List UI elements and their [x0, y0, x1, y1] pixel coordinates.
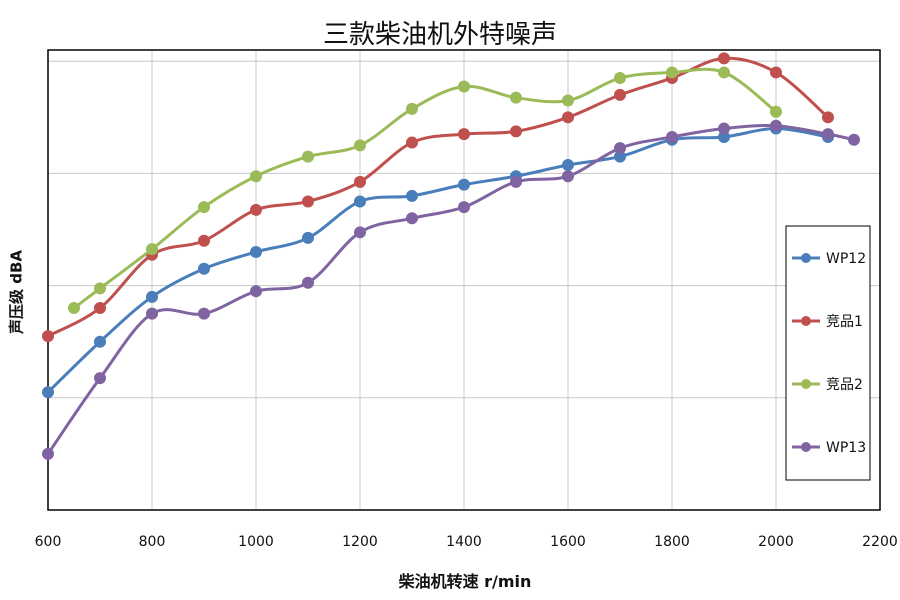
data-point: [302, 231, 314, 244]
series-line: [47, 56, 829, 338]
legend-swatch-marker: [801, 316, 811, 326]
data-point: [68, 302, 80, 315]
legend-swatch-marker: [801, 253, 811, 263]
x-tick-label: 1800: [654, 534, 690, 550]
data-point: [458, 201, 470, 214]
legend-label: 竞品1: [826, 313, 863, 330]
x-tick-label: 800: [139, 534, 166, 550]
data-point: [42, 386, 54, 399]
data-point: [458, 80, 470, 93]
legend: WP12 竞品1 竞品2 WP13: [785, 225, 871, 481]
series-line: [46, 127, 829, 394]
data-point: [250, 170, 262, 183]
data-point: [718, 66, 730, 79]
data-point: [718, 122, 730, 135]
data-point: [666, 66, 678, 79]
grid: [47, 50, 881, 510]
data-point: [562, 94, 574, 107]
series-WP12: [42, 122, 834, 399]
data-point: [718, 130, 730, 143]
data-point: [302, 195, 314, 208]
data-point: [562, 159, 574, 171]
data-point: [250, 245, 262, 258]
data-point: [614, 142, 626, 155]
chart-title: 三款柴油机外特噪声: [322, 20, 557, 50]
data-point: [146, 290, 158, 303]
data-point: [250, 203, 262, 216]
legend-label: WP13: [826, 440, 866, 456]
data-point: [146, 307, 158, 320]
data-point: [406, 102, 418, 115]
data-point: [770, 105, 782, 118]
x-tick-labels: 600 800 1000 1200 1400 1600 1800 2000 2200: [35, 534, 898, 550]
data-point: [94, 302, 106, 315]
data-point: [458, 128, 470, 141]
data-point: [848, 133, 860, 146]
data-point: [562, 111, 574, 124]
data-point: [614, 150, 626, 163]
data-point: [458, 178, 470, 191]
series-group: [42, 52, 860, 460]
data-point: [42, 330, 54, 343]
data-point: [770, 66, 782, 79]
data-point: [42, 447, 54, 460]
data-point: [198, 201, 210, 214]
data-point: [354, 175, 366, 188]
legend-item: 竞品1: [792, 313, 863, 330]
legend-box: [785, 225, 871, 481]
data-point: [822, 111, 834, 124]
plot-area-frame: [47, 49, 881, 511]
data-point: [510, 125, 522, 138]
data-point: [406, 212, 418, 225]
data-point: [510, 91, 522, 104]
x-axis-label: 柴油机转速 r/min: [398, 572, 532, 591]
legend-item: 竞品2: [792, 376, 863, 393]
data-point: [198, 307, 210, 320]
legend-item: WP12: [792, 251, 866, 267]
data-point: [770, 119, 782, 132]
data-point: [302, 276, 314, 289]
data-point: [146, 243, 158, 256]
data-point: [198, 262, 210, 275]
data-point: [822, 128, 834, 141]
data-point: [198, 234, 210, 247]
x-tick-label: 1600: [550, 534, 586, 550]
data-point: [406, 189, 418, 202]
legend-swatch-marker: [801, 442, 811, 452]
data-point: [354, 226, 366, 239]
series-WP13: [42, 119, 860, 460]
data-point: [562, 170, 574, 183]
x-tick-label: 2000: [758, 534, 794, 550]
data-point: [406, 136, 418, 149]
data-point: [250, 285, 262, 298]
legend-label: WP12: [826, 251, 866, 267]
data-point: [94, 335, 106, 348]
legend-swatch-marker: [801, 379, 811, 389]
legend-label: 竞品2: [826, 376, 863, 393]
x-tick-label: 600: [35, 534, 62, 550]
data-point: [94, 372, 106, 385]
x-tick-label: 1000: [238, 534, 274, 550]
data-point: [614, 88, 626, 101]
series-竞品2: [68, 66, 782, 315]
data-point: [718, 52, 730, 65]
data-point: [354, 195, 366, 208]
data-point: [510, 175, 522, 188]
x-tick-label: 1200: [342, 534, 378, 550]
series-line: [73, 67, 777, 310]
data-point: [94, 282, 106, 295]
data-point: [302, 150, 314, 163]
legend-item: WP13: [792, 440, 866, 456]
series-line: [46, 124, 855, 455]
data-point: [354, 139, 366, 152]
data-point: [614, 72, 626, 85]
x-tick-label: 1400: [446, 534, 482, 550]
data-point: [666, 130, 678, 143]
x-tick-label: 2200: [862, 534, 898, 550]
